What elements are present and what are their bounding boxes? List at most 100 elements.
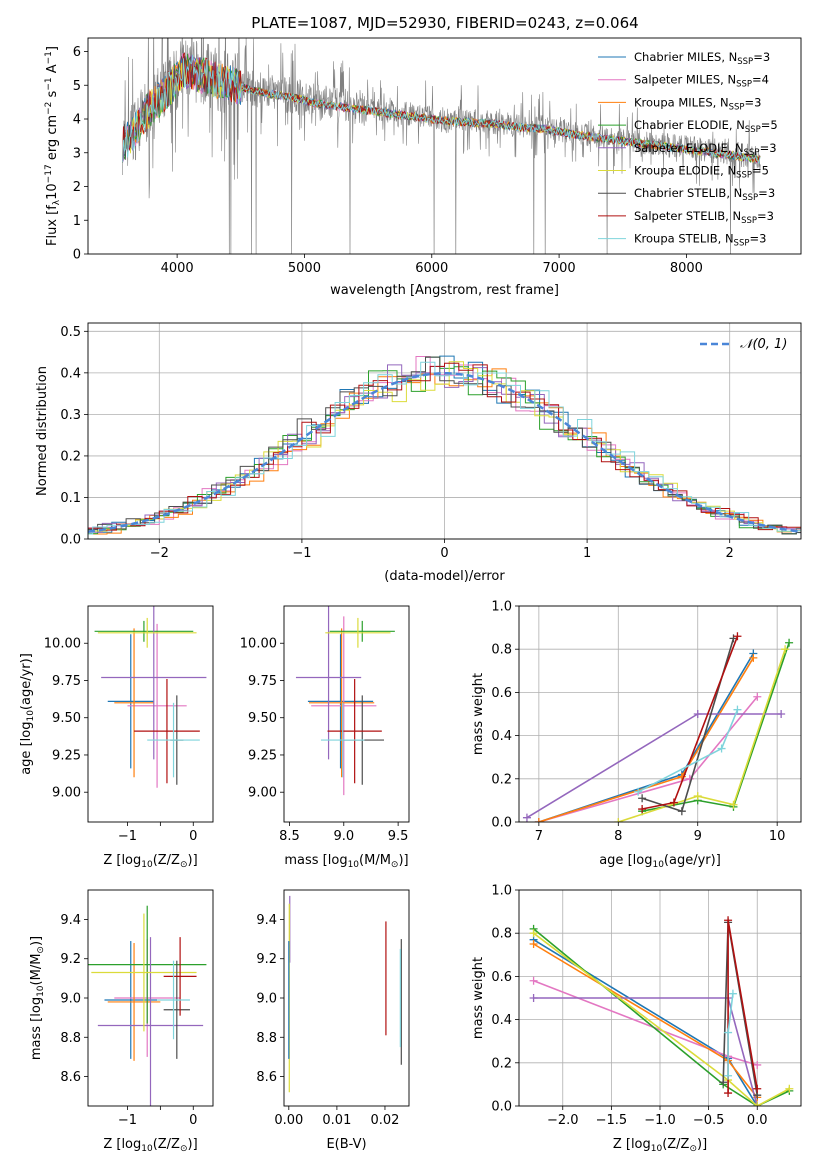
y-tick-label: 8.8 bbox=[60, 1031, 81, 1046]
y-tick-label: 9.75 bbox=[248, 674, 277, 689]
y-axis-label-part: A bbox=[45, 64, 60, 77]
series-marker bbox=[777, 710, 786, 718]
errorbar-point bbox=[88, 905, 207, 1024]
axes-frame bbox=[283, 889, 410, 1107]
y-tick-label: 1.0 bbox=[491, 600, 512, 615]
x-axis-label-part: )] bbox=[188, 1137, 198, 1152]
legend-nssp: 3 bbox=[763, 50, 770, 64]
legend-label: Kroupa MILES, NSSP=3 bbox=[634, 95, 761, 112]
x-axis-label-part: 10 bbox=[652, 860, 664, 870]
legend-label: Kroupa STELIB, NSSP=3 bbox=[634, 232, 766, 249]
legend-item: Chabrier MILES, NSSP=3 bbox=[598, 50, 770, 67]
x-axis-label-text: Z [log10(Z/Z⊙)] bbox=[103, 853, 197, 870]
legend-sep: , bbox=[728, 141, 735, 155]
series-marker bbox=[724, 1071, 733, 1080]
legend-nssp: 5 bbox=[762, 164, 769, 178]
legend-model: Kroupa MILES bbox=[634, 95, 713, 109]
x-tick-label: 0 bbox=[189, 1113, 197, 1128]
series-marker bbox=[685, 774, 694, 783]
x-axis-label-part: )] bbox=[188, 853, 198, 868]
legend-n: N bbox=[727, 73, 736, 87]
series-marker bbox=[719, 1078, 728, 1087]
x-axis-label-part: ⊙ bbox=[180, 860, 188, 870]
legend-n: N bbox=[729, 50, 738, 64]
y-axis-label-part: (M/M bbox=[29, 954, 44, 986]
y-axis-label-part: 10 bbox=[26, 710, 36, 722]
legend-sep: , bbox=[720, 164, 727, 178]
ticks: −2.0 −1.5 −1.0 −0.5 0.0 0.0 0.2 0.4 0.6 0.8 1.0 bbox=[491, 884, 767, 1129]
series-marker bbox=[717, 744, 726, 753]
series-marker bbox=[634, 787, 643, 796]
errorbar-point bbox=[97, 617, 197, 648]
series-marker bbox=[724, 1028, 733, 1037]
series-marker bbox=[638, 805, 647, 814]
x-tick-label: 10 bbox=[769, 829, 786, 844]
x-axis-label-text: mass [log10(M/M⊙)] bbox=[284, 853, 408, 870]
y-tick-label: 0.4 bbox=[491, 1013, 512, 1028]
y-tick-label: 1 bbox=[73, 214, 81, 229]
y-tick-label: 3 bbox=[73, 146, 81, 161]
legend-sub: SSP bbox=[736, 171, 752, 181]
panel-mass-vs-Z: −1 08.68.89.09.29.4Z [log10(Z/Z⊙)]mass [l… bbox=[29, 889, 214, 1154]
x-axis-label-text: age [log10(age/yr)] bbox=[599, 853, 721, 870]
x-axis-label-part: (Z/Z bbox=[153, 1137, 180, 1152]
series-marker bbox=[785, 638, 794, 647]
legend-model: Salpeter ELODIE bbox=[634, 141, 728, 155]
ticks: −1 0 8.6 8.8 9.0 9.2 9.4 bbox=[60, 913, 197, 1128]
ticks: 8.5 9.0 9.5 9.00 9.25 9.50 9.75 10.00 bbox=[240, 637, 409, 844]
series-marker bbox=[753, 1084, 762, 1093]
x-tick-label: 8000 bbox=[670, 261, 703, 276]
panel-massweight-vs-Z: −2.0 −1.5 −1.0 −0.5 0.0 0.0 0.2 0.4 0.6 0.8 1.0 Z [… bbox=[471, 884, 802, 1154]
x-tick-label: 0.01 bbox=[322, 1113, 351, 1128]
data-spectrum-line bbox=[122, 38, 761, 254]
y-axis-label: age [log10(age/yr)] bbox=[19, 653, 36, 775]
x-axis-label-part: age [log bbox=[599, 853, 652, 868]
legend-label: Chabrier STELIB, NSSP=3 bbox=[634, 186, 775, 203]
errorbar-point bbox=[134, 678, 200, 784]
x-tick-label: 2 bbox=[726, 546, 734, 561]
x-axis-label-part: Z [log bbox=[103, 853, 141, 868]
y-axis-label-part: −2 bbox=[44, 102, 54, 115]
y-tick-label: 9.00 bbox=[248, 786, 277, 801]
legend-n: N bbox=[732, 209, 741, 223]
legend-model: Chabrier MILES bbox=[634, 50, 721, 64]
y-tick-label: 9.2 bbox=[60, 952, 81, 967]
legend-label: Salpeter ELODIE, NSSP=3 bbox=[634, 141, 777, 158]
series-marker bbox=[638, 794, 647, 803]
x-axis-label: mass [log10(M/M⊙)] bbox=[284, 853, 408, 870]
x-tick-label: −2.0 bbox=[547, 1113, 579, 1128]
panel-mass-vs-ebv: 0.00 0.01 0.02 8.6 8.8 9.0 9.2 9.4 E(B-V) bbox=[256, 889, 410, 1152]
y-tick-label: 1.0 bbox=[491, 884, 512, 899]
y-tick-label: 4 bbox=[73, 113, 81, 128]
legend-sep: , bbox=[729, 118, 736, 132]
y-axis-label-part: age [log bbox=[19, 722, 34, 775]
errorbar-point bbox=[295, 606, 362, 760]
x-tick-label: 0 bbox=[189, 829, 197, 844]
y-axis-label-text: age [log10(age/yr)] bbox=[19, 653, 36, 775]
series-marker bbox=[529, 929, 538, 938]
y-tick-label: 0.6 bbox=[491, 686, 512, 701]
x-tick-label: 7000 bbox=[543, 261, 576, 276]
y-tick-label: 0.4 bbox=[60, 366, 81, 381]
legend-eq: = bbox=[749, 232, 759, 246]
plot-area bbox=[295, 606, 395, 796]
errorbar-point bbox=[114, 628, 154, 778]
plot-area bbox=[88, 355, 801, 535]
y-tick-label: 6 bbox=[73, 45, 81, 60]
y-axis-label-part: s bbox=[45, 90, 60, 101]
x-axis-label-part: (age/yr)] bbox=[664, 853, 721, 868]
legend-item: Chabrier ELODIE, NSSP=5 bbox=[598, 118, 778, 135]
x-tick-label: 8.5 bbox=[279, 829, 300, 844]
legend-sub: SSP bbox=[729, 102, 745, 112]
errorbar-point bbox=[163, 960, 190, 1059]
series-marker bbox=[733, 632, 742, 641]
legend-eq: = bbox=[752, 164, 762, 178]
x-tick-label: −1 bbox=[118, 1113, 137, 1128]
figure-title: PLATE=1087, MJD=52930, FIBERID=0243, z=0… bbox=[251, 14, 638, 32]
legend-n: N bbox=[720, 95, 729, 109]
legend-model: Chabrier STELIB bbox=[634, 186, 726, 200]
x-tick-label: −1 bbox=[292, 546, 311, 561]
x-tick-label: 7 bbox=[535, 829, 543, 844]
x-axis-label: Z [log10(Z/Z⊙)] bbox=[613, 1137, 707, 1154]
